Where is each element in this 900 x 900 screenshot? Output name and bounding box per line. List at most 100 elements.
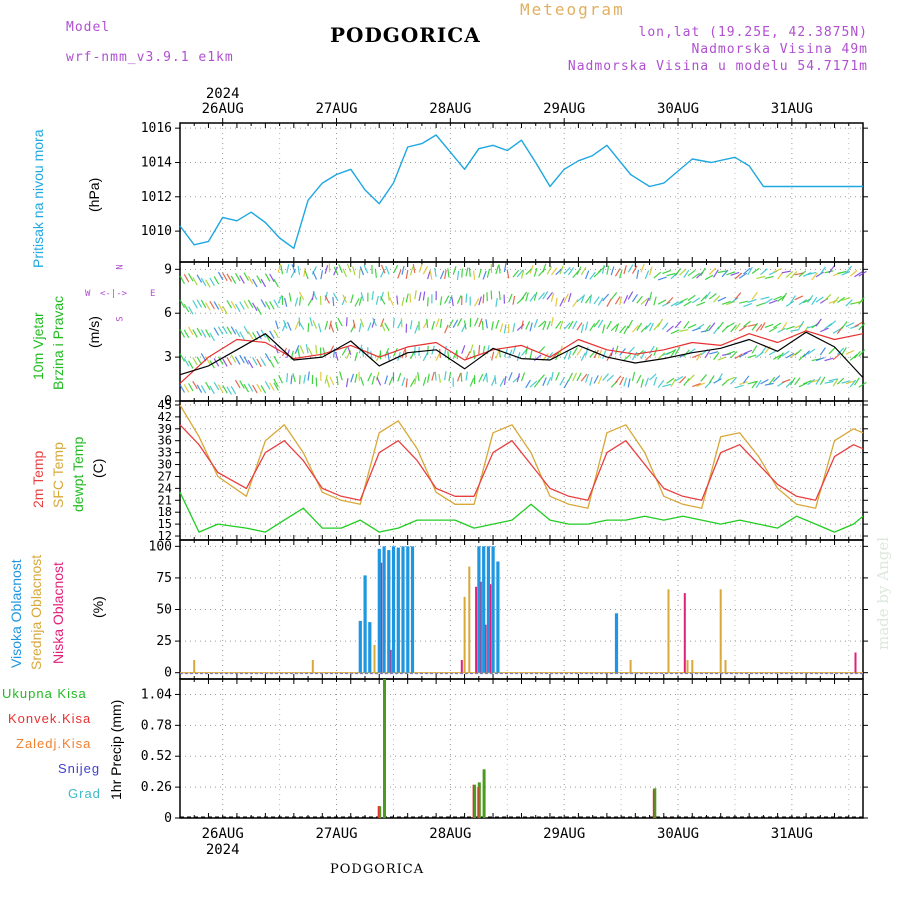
wind-arrow	[837, 296, 846, 304]
wind-arrow	[845, 265, 853, 274]
wind-arrow	[597, 319, 604, 328]
t2m-line	[179, 424, 864, 501]
cloud-mid-bar	[193, 660, 196, 673]
wind-arrow	[734, 384, 744, 389]
wind-arrow	[431, 371, 435, 381]
wind-arrow	[636, 322, 643, 331]
wind-arrow	[704, 349, 711, 359]
wind-arrow	[567, 350, 572, 360]
precip-total-bar	[383, 679, 386, 818]
wind-arrow	[503, 376, 507, 386]
wind-arrow	[785, 300, 795, 307]
wind-arrow	[666, 325, 674, 333]
wind-arrow	[508, 349, 513, 359]
wind-arrow	[286, 264, 290, 274]
wind-arrow	[465, 371, 468, 381]
y-tick-label: 25	[156, 634, 172, 649]
wind-arrow	[294, 320, 300, 330]
wind-arrow	[674, 375, 684, 382]
wind-arrow	[550, 371, 554, 381]
wind-arrow	[481, 320, 484, 331]
wind-arrow	[414, 290, 417, 300]
wind-arrow	[807, 271, 817, 276]
wind-arrow	[580, 324, 585, 334]
wind-arrow	[597, 375, 603, 385]
wind-arrow	[627, 264, 634, 273]
wind-arrow	[768, 349, 778, 356]
wind-arrow	[409, 320, 413, 330]
wind-arrow	[438, 373, 441, 383]
wind-arrow	[606, 374, 614, 382]
wind-arrow	[234, 273, 241, 282]
wind-arrow	[239, 275, 245, 284]
wind-arrow	[525, 321, 531, 330]
precip-total-bar	[473, 784, 477, 818]
wind-arrow	[485, 373, 488, 383]
wind-arrow	[713, 378, 722, 384]
wind-arrow	[508, 293, 513, 303]
wind-arrow	[342, 294, 348, 304]
wind-arrow	[640, 297, 649, 305]
wind-arrow	[704, 291, 711, 300]
wind-arrow	[404, 348, 407, 358]
wind-arrow	[781, 270, 791, 274]
wind-arrow	[352, 319, 356, 329]
wind-arrow	[358, 296, 363, 306]
wind-arrow	[277, 263, 281, 273]
wind-arrow	[222, 325, 228, 335]
wind-arrow	[764, 298, 773, 304]
wind-arrow	[692, 327, 701, 332]
wind-arrow	[465, 351, 471, 360]
wind-arrow	[456, 318, 463, 327]
wind-arrow	[361, 347, 365, 358]
wind-arrow	[401, 377, 406, 387]
panel-frame-precipitation	[179, 678, 864, 819]
wind-arrow	[286, 349, 290, 359]
precip-conv-bar	[477, 787, 479, 818]
wind-arrow	[196, 327, 203, 337]
wind-arrow	[409, 266, 414, 276]
wind-arrow	[692, 382, 701, 388]
sfc-temp-line	[179, 404, 864, 509]
wind-arrow	[239, 331, 245, 340]
wind-arrow	[234, 356, 241, 365]
wind-arrow	[730, 271, 740, 276]
wind-arrow	[546, 352, 554, 361]
wind-arrow	[815, 271, 824, 278]
wind-arrow	[794, 377, 801, 386]
cloud-low-bar	[854, 652, 857, 673]
wind-arrow	[260, 357, 267, 367]
wind-arrow	[704, 324, 711, 333]
wind-arrow	[307, 322, 310, 333]
wind-arrow	[217, 303, 224, 312]
wind-arrow	[485, 319, 488, 329]
wind-arrow	[760, 268, 768, 275]
y-tick-label: 100	[149, 539, 172, 554]
wind-arrow	[183, 329, 190, 339]
wind-arrow	[670, 348, 677, 358]
precip-legend-hail: Grad	[68, 786, 101, 801]
wind-arrow	[636, 295, 643, 304]
wind-arrow	[726, 350, 736, 356]
wind-arrow	[205, 329, 211, 338]
wind-arrow	[222, 305, 228, 315]
wind-arrow	[324, 291, 328, 301]
y-tick-label: 50	[156, 603, 172, 618]
wind-arrow	[807, 348, 816, 355]
wind-arrow	[828, 320, 837, 328]
wind-arrow	[742, 375, 750, 384]
wind-arrow	[192, 300, 198, 309]
wind-arrow	[358, 269, 361, 279]
wind-arrow	[345, 378, 349, 388]
wind-arrow	[226, 273, 233, 282]
wind-arrow	[324, 265, 329, 274]
y-tick-label: 0	[164, 666, 172, 681]
wind-arrow	[341, 296, 347, 306]
wind-arrow	[798, 299, 807, 306]
wind-arrow	[785, 270, 794, 278]
wind-arrow	[555, 372, 560, 381]
wind-arrow	[429, 270, 433, 280]
wind-arrow	[691, 272, 700, 279]
wind-arrow	[845, 322, 855, 328]
wind-arrow	[396, 295, 399, 305]
